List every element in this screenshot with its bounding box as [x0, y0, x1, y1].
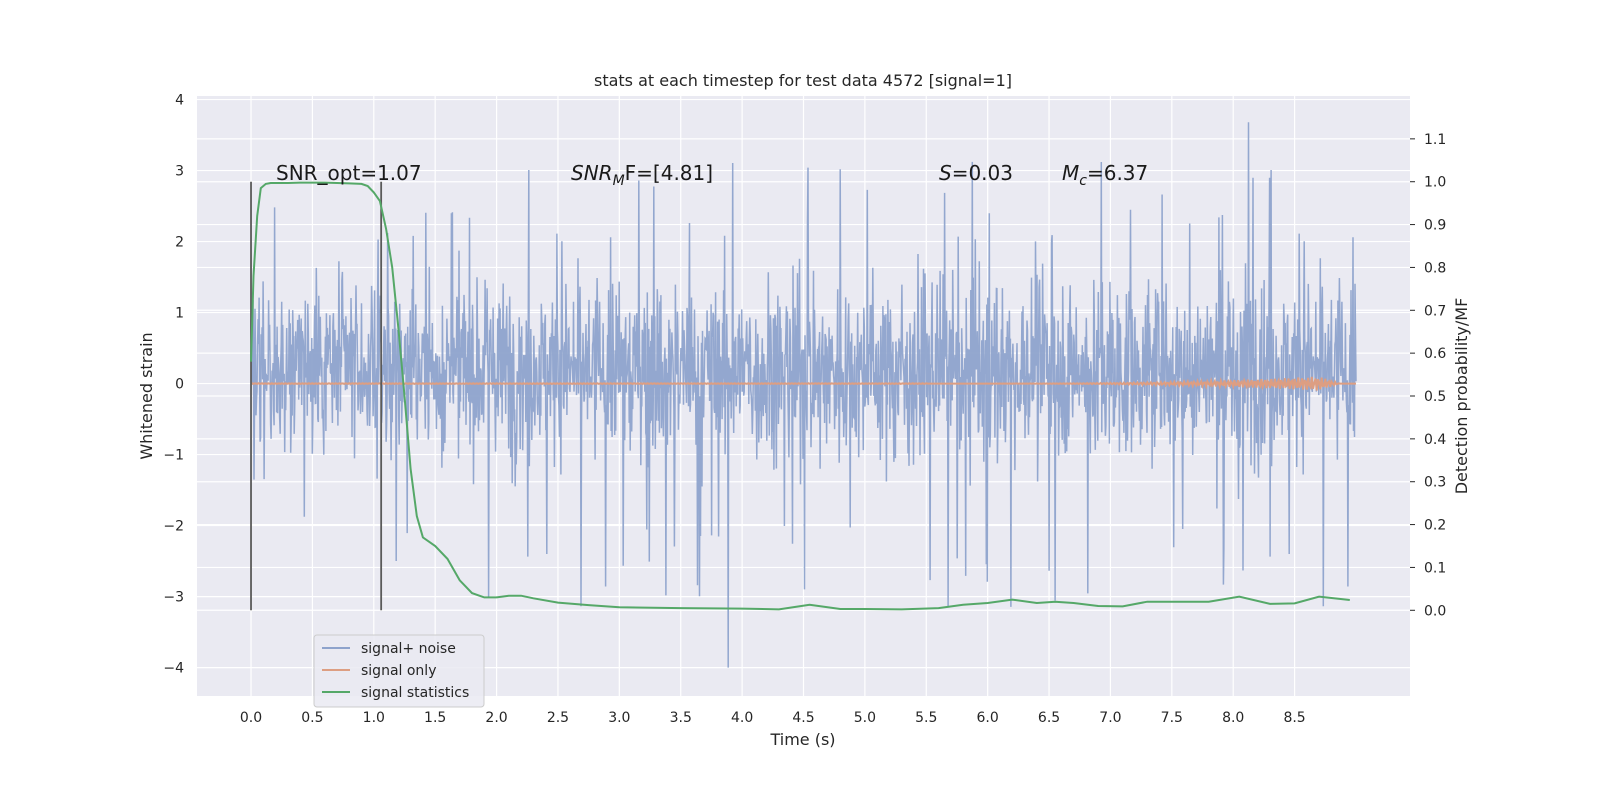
x-tick-labels: 0.0 0.5 1.0 1.5 2.0 2.5 3.0 3.5 4.0 4.5 5.0 5.5 6.0 6… — [240, 710, 1306, 726]
y-right-tick-labels: 1.1 1.0 0.9 0.8 0.7 0.6 0.5 0.4 0.3 0.2 0.1 0.0 — [1410, 132, 1446, 619]
x-tick-label: 4.5 — [792, 710, 814, 726]
y-right-tick-label: 0.9 — [1424, 218, 1446, 234]
legend-label-statistics: signal statistics — [361, 685, 469, 701]
legend-box — [313, 634, 485, 708]
y-right-axis-label: Detection probability/MF — [1452, 298, 1471, 495]
x-tick-label: 5.5 — [915, 710, 937, 726]
legend-label-noise: signal+ noise — [361, 641, 456, 657]
signal-only-trace — [250, 376, 1356, 391]
x-tick-label: 0.0 — [240, 710, 262, 726]
chart-title: stats at each timestep for test data 457… — [594, 71, 1012, 90]
x-axis-label: Time (s) — [769, 730, 835, 749]
annotation-snr-mf: SNRMF=[4.81] — [571, 161, 713, 189]
annotation-snr-mf-value: F=[4.81] — [625, 161, 713, 185]
noise-series — [250, 122, 1357, 668]
x-tick-label: 8.0 — [1222, 710, 1244, 726]
x-tick-label: 8.5 — [1283, 710, 1305, 726]
legend: signal+ noise signal only signal statist… — [313, 634, 485, 708]
y-left-tick-label: −2 — [163, 519, 184, 535]
annotation-mc-value: =6.37 — [1087, 161, 1148, 185]
y-left-tick-labels: 4 3 2 1 0 −1 −2 −3 −4 — [163, 93, 184, 677]
x-tick-label: 6.5 — [1038, 710, 1060, 726]
x-tick-label: 3.0 — [608, 710, 630, 726]
y-left-tick-label: 0 — [175, 377, 184, 393]
y-left-tick-label: 4 — [175, 93, 184, 109]
statistic-line — [250, 181, 1350, 611]
y-right-tick-label: 0.7 — [1424, 303, 1446, 319]
statistic-series — [250, 181, 1350, 611]
y-left-tick-label: −3 — [163, 590, 184, 606]
y-left-tick-label: 3 — [175, 164, 184, 180]
annotation-mc-symbol: M — [1062, 161, 1079, 185]
x-tick-label: 2.5 — [547, 710, 569, 726]
x-tick-label: 3.5 — [670, 710, 692, 726]
y-right-tick-label: 0.1 — [1424, 560, 1446, 576]
y-right-tick-label: 0.8 — [1424, 260, 1446, 276]
y-left-axis-label: Whitened strain — [137, 332, 156, 459]
x-tick-label: 2.0 — [485, 710, 507, 726]
x-tick-label: 1.5 — [424, 710, 446, 726]
legend-label-signal-only: signal only — [361, 663, 436, 679]
y-right-tick-label: 0.5 — [1424, 389, 1446, 405]
y-right-tick-label: 0.0 — [1424, 603, 1446, 619]
annotation-snr-mf-subscript: M — [613, 173, 625, 189]
y-right-tick-label: 1.0 — [1424, 175, 1446, 191]
x-tick-label: 7.0 — [1099, 710, 1121, 726]
x-tick-label: 7.5 — [1161, 710, 1183, 726]
x-tick-label: 5.0 — [854, 710, 876, 726]
vertical-markers — [250, 181, 383, 611]
noise-trace — [250, 122, 1357, 668]
y-left-tick-label: −4 — [163, 661, 184, 677]
x-tick-label: 4.0 — [731, 710, 753, 726]
x-tick-label: 6.0 — [977, 710, 999, 726]
y-right-tick-label: 0.4 — [1424, 432, 1446, 448]
x-tick-label: 1.0 — [363, 710, 385, 726]
annotation-mc-subscript: c — [1079, 173, 1087, 189]
y-left-tick-label: −1 — [163, 448, 184, 464]
x-tick-label: 0.5 — [301, 710, 323, 726]
annotation-snr-mf-symbol: SNR — [571, 161, 613, 185]
y-right-tick-label: 0.6 — [1424, 346, 1446, 362]
annotation-mc: Mc=6.37 — [1062, 161, 1148, 189]
annotation-s-value: =0.03 — [952, 161, 1013, 185]
y-left-tick-label: 2 — [175, 235, 184, 251]
y-right-tick-label: 0.3 — [1424, 475, 1446, 491]
signal-only-series — [250, 376, 1356, 391]
y-right-tick-label: 0.2 — [1424, 518, 1446, 534]
annotation-snr-opt: SNR_opt=1.07 — [276, 161, 422, 185]
y-left-tick-label: 1 — [175, 306, 184, 322]
y-right-tick-label: 1.1 — [1424, 132, 1446, 148]
annotation-s-symbol: S — [939, 161, 952, 185]
annotation-s: S=0.03 — [939, 161, 1013, 185]
